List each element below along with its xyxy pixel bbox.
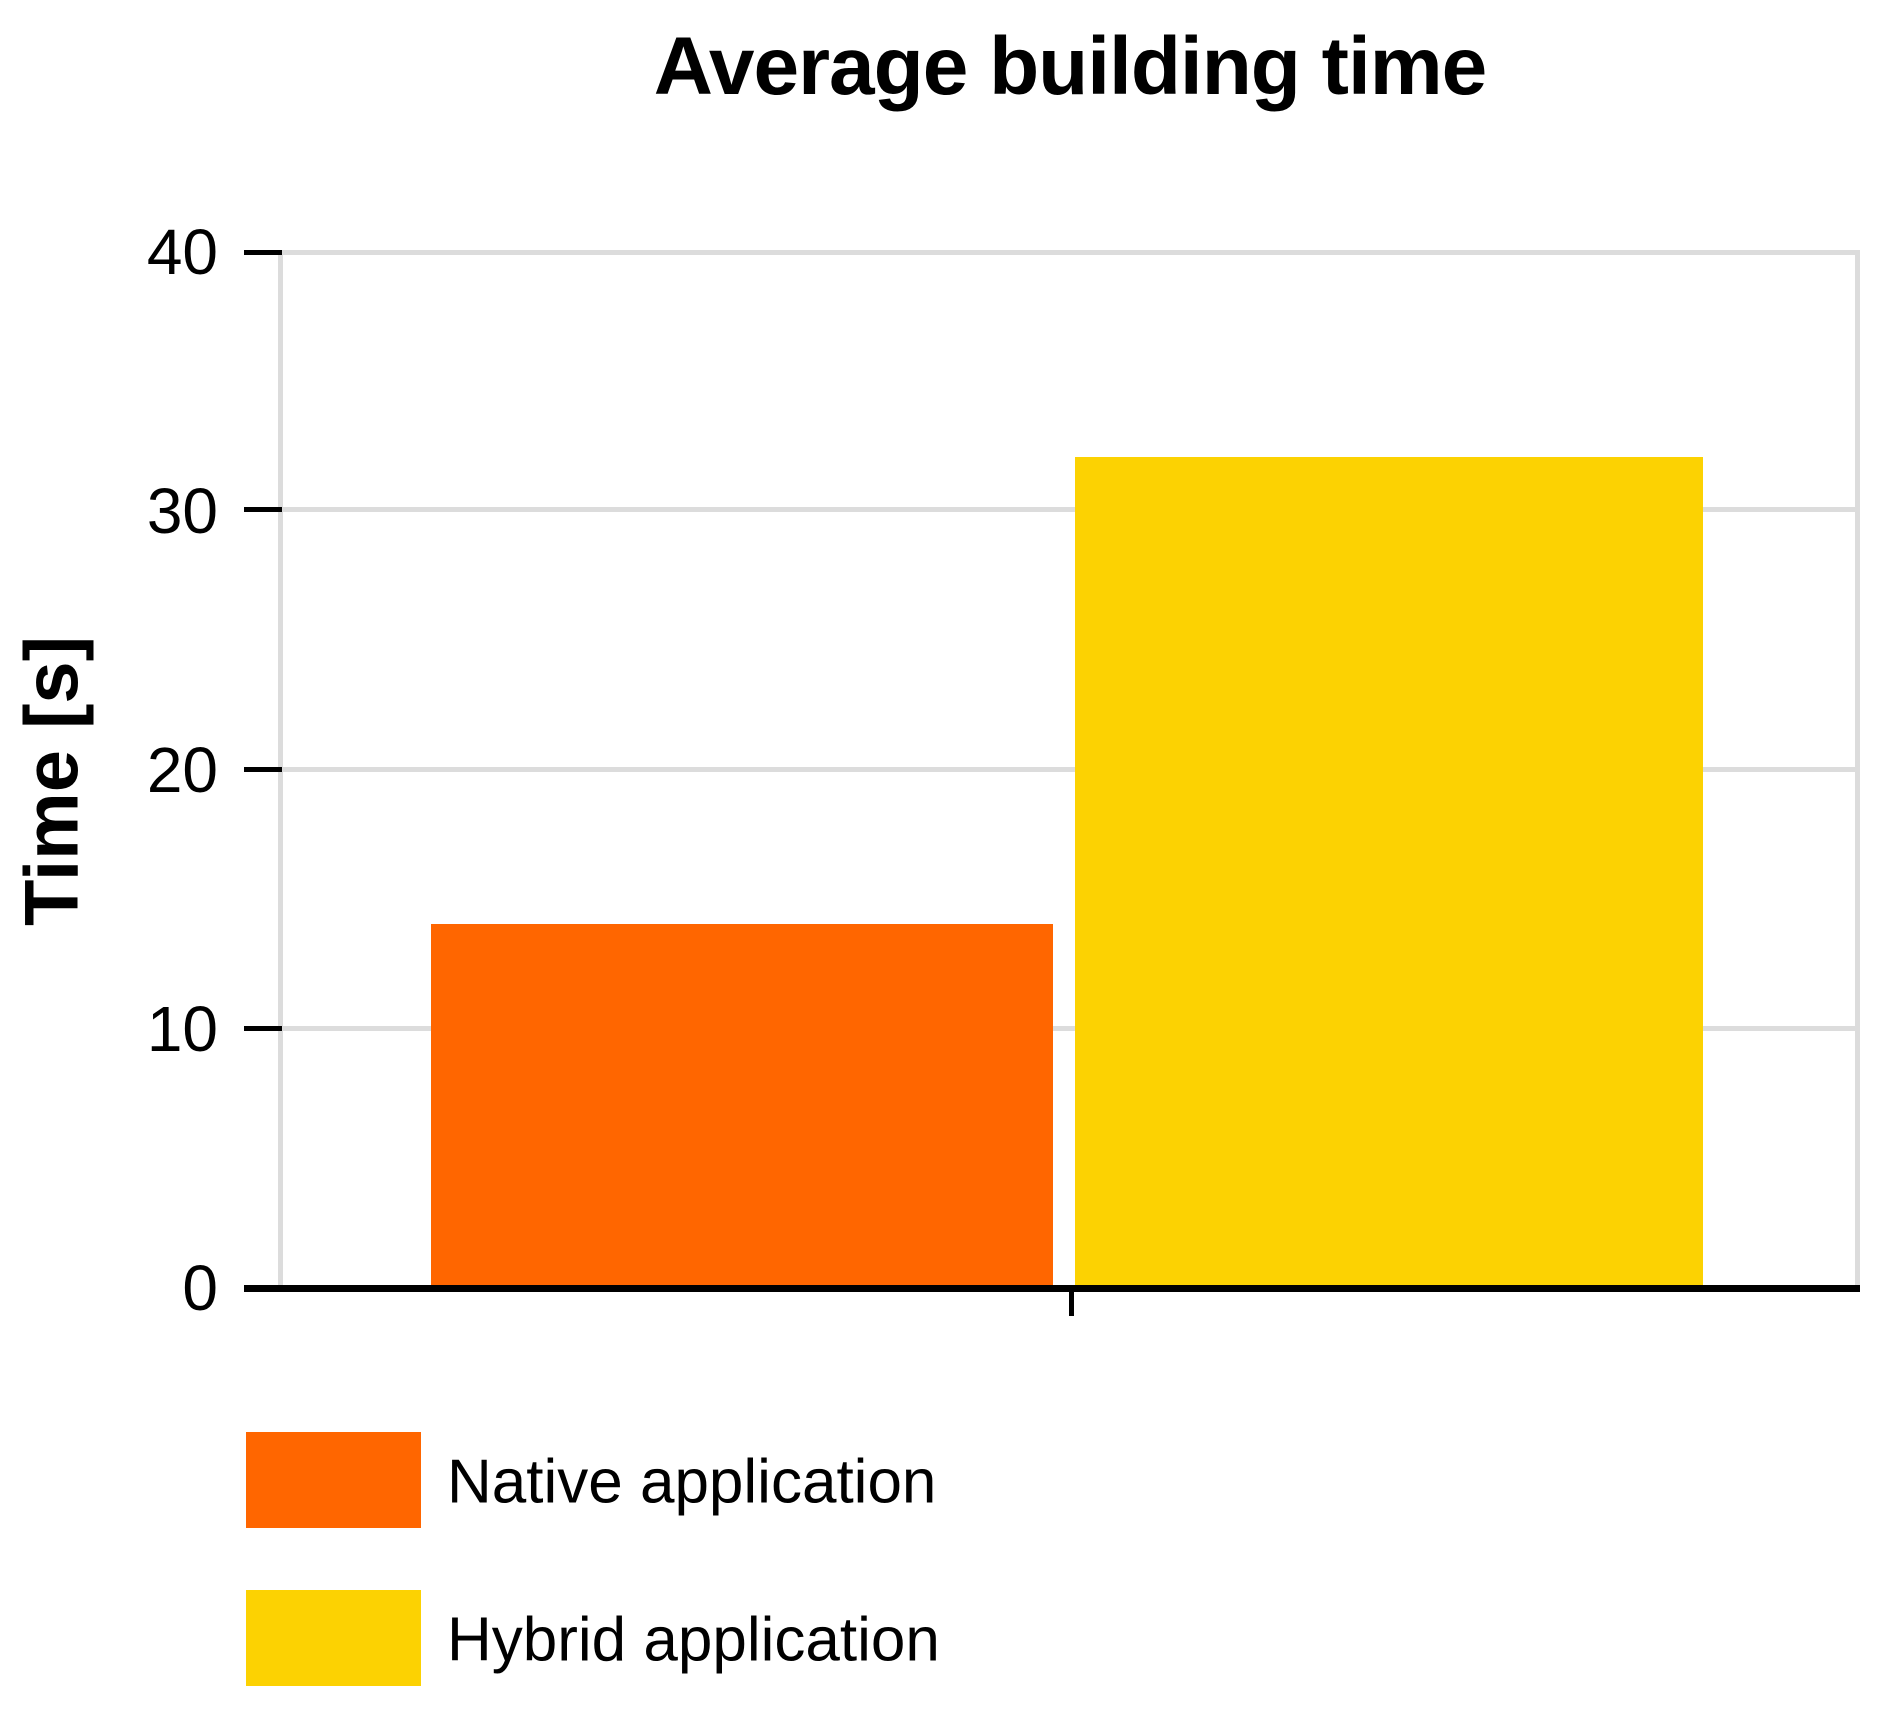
y-axis-tick-10 (244, 1025, 282, 1031)
chart-title: Average building time (653, 21, 1488, 112)
y-tick-label-20: 20 (146, 734, 218, 806)
bar-hybrid-application (1075, 457, 1703, 1287)
gridline-30 (278, 507, 1860, 513)
y-tick-label-0: 0 (182, 1252, 218, 1324)
y-axis-tick-40 (244, 250, 282, 255)
legend-swatch-hybrid (246, 1590, 421, 1686)
x-axis-line (244, 1285, 1860, 1292)
gridline-40 (278, 250, 1860, 255)
x-axis-category-tick (1069, 1289, 1074, 1316)
y-tick-label-30: 30 (146, 475, 218, 547)
y-axis-tick-20 (244, 766, 282, 772)
y-axis-tick-30 (244, 507, 282, 513)
y-tick-label-40: 40 (146, 216, 218, 288)
bar-native-application (431, 924, 1053, 1287)
legend-swatch-native (246, 1432, 421, 1528)
legend-label-hybrid: Hybrid application (447, 1605, 940, 1675)
gridline-10 (278, 1025, 1860, 1031)
plot-area (244, 250, 1860, 1316)
gridline-20 (278, 766, 1860, 772)
legend-label-native: Native application (447, 1447, 937, 1517)
y-tick-label-10: 10 (146, 993, 218, 1065)
